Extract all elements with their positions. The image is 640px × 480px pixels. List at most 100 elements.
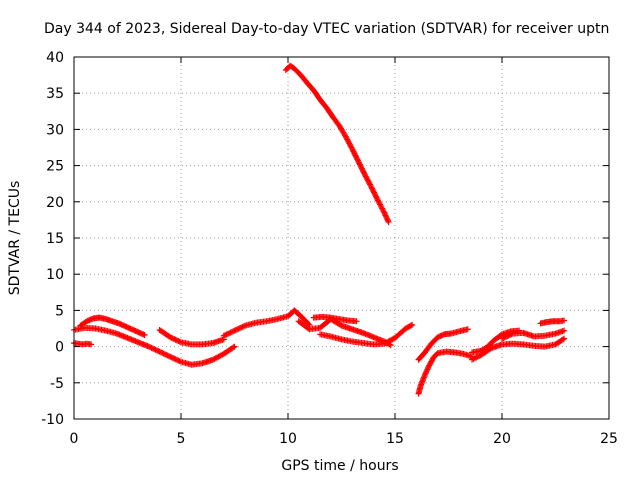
data-point [371, 189, 378, 196]
data-point [235, 325, 242, 332]
data-point [422, 370, 429, 377]
y-tick-label: 30 [46, 122, 64, 138]
data-point [503, 333, 510, 340]
data-point [239, 323, 246, 330]
series-track-2 [71, 324, 238, 368]
data-point [360, 169, 367, 176]
data-point [172, 336, 179, 343]
data-point [141, 332, 148, 339]
y-tick-label: 5 [55, 303, 64, 319]
series-track-15 [537, 317, 568, 327]
data-point [383, 215, 390, 222]
y-tick-label: 20 [46, 195, 64, 211]
data-point [369, 185, 376, 192]
data-marks [71, 62, 568, 397]
data-point [361, 170, 368, 177]
data-point [382, 212, 389, 219]
axes: 0 5 10 15 20 25 -10 -5 0 5 10 15 20 25 30 35 40 [41, 50, 618, 447]
data-point [227, 329, 234, 336]
data-point [381, 209, 388, 216]
data-point [352, 152, 359, 159]
data-point [160, 350, 167, 357]
data-point [88, 341, 95, 348]
data-point [238, 324, 245, 331]
series-track-9 [282, 62, 392, 226]
data-point [157, 349, 164, 356]
data-point [561, 335, 568, 342]
y-axis-label: SDTVAR / TECUs [7, 181, 23, 296]
data-point [371, 190, 378, 197]
data-point [167, 334, 174, 341]
series-track-10 [415, 348, 476, 397]
data-point [161, 351, 168, 358]
y-tick-label: -5 [50, 376, 64, 392]
data-point [169, 355, 176, 362]
data-point [500, 335, 507, 342]
data-point [507, 331, 514, 338]
data-point [425, 365, 432, 372]
data-point [424, 366, 431, 373]
data-point [240, 323, 247, 330]
data-point [349, 147, 356, 154]
data-point [173, 337, 180, 344]
series-track-8 [317, 321, 416, 348]
data-point [353, 318, 360, 325]
x-tick-label: 15 [386, 431, 404, 447]
data-point [369, 186, 376, 193]
data-point [501, 334, 508, 341]
data-point [358, 164, 365, 171]
data-point [384, 217, 391, 224]
series-track-3 [77, 314, 148, 339]
x-tick-label: 20 [493, 431, 511, 447]
data-point [223, 331, 230, 338]
data-point [234, 326, 241, 333]
data-point [145, 343, 152, 350]
data-point [152, 346, 159, 353]
data-point [231, 343, 238, 350]
data-point [232, 327, 239, 334]
data-point [350, 148, 357, 155]
data-point [173, 356, 180, 363]
data-point [236, 325, 243, 332]
data-point [504, 333, 511, 340]
data-point [368, 184, 375, 191]
grid [74, 57, 609, 419]
data-point [164, 352, 171, 359]
data-point [360, 168, 367, 175]
data-point [349, 145, 356, 152]
data-point [224, 330, 231, 337]
data-point [149, 345, 156, 352]
y-tick-label: -10 [41, 412, 64, 428]
series-track-1 [71, 339, 95, 348]
data-point [348, 144, 355, 151]
data-point [425, 363, 432, 370]
x-tick-label: 0 [70, 431, 79, 447]
data-point [370, 188, 377, 195]
data-point [163, 351, 170, 358]
data-point [220, 332, 227, 339]
data-point [407, 322, 414, 329]
data-point [380, 208, 387, 215]
data-point [171, 336, 178, 343]
data-point [353, 155, 360, 162]
data-point [559, 336, 566, 343]
data-point [359, 166, 366, 173]
data-point [168, 334, 175, 341]
series-track-4 [156, 326, 227, 348]
data-point [148, 344, 155, 351]
data-point [357, 162, 364, 169]
y-tick-label: 10 [46, 267, 64, 283]
data-point [561, 317, 568, 324]
chart-title: Day 344 of 2023, Sidereal Day-to-day VTE… [44, 21, 609, 37]
y-tick-label: 15 [46, 231, 64, 247]
series-track-7 [310, 313, 360, 325]
data-point [176, 338, 183, 345]
data-point [423, 367, 430, 374]
y-tick-label: 40 [46, 50, 64, 66]
data-point [153, 347, 160, 354]
data-point [155, 348, 162, 355]
data-point [222, 332, 229, 339]
data-point [373, 194, 380, 201]
data-point [372, 193, 379, 200]
